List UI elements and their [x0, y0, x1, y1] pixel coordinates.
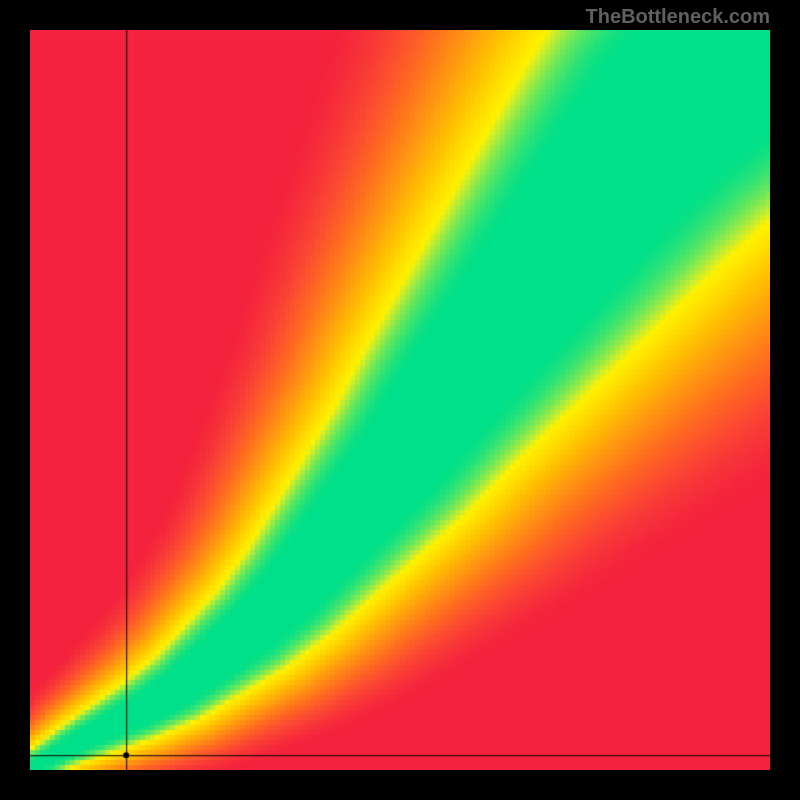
chart-container: TheBottleneck.com	[0, 0, 800, 800]
bottleneck-heatmap	[30, 30, 770, 770]
watermark-text: TheBottleneck.com	[586, 6, 770, 29]
